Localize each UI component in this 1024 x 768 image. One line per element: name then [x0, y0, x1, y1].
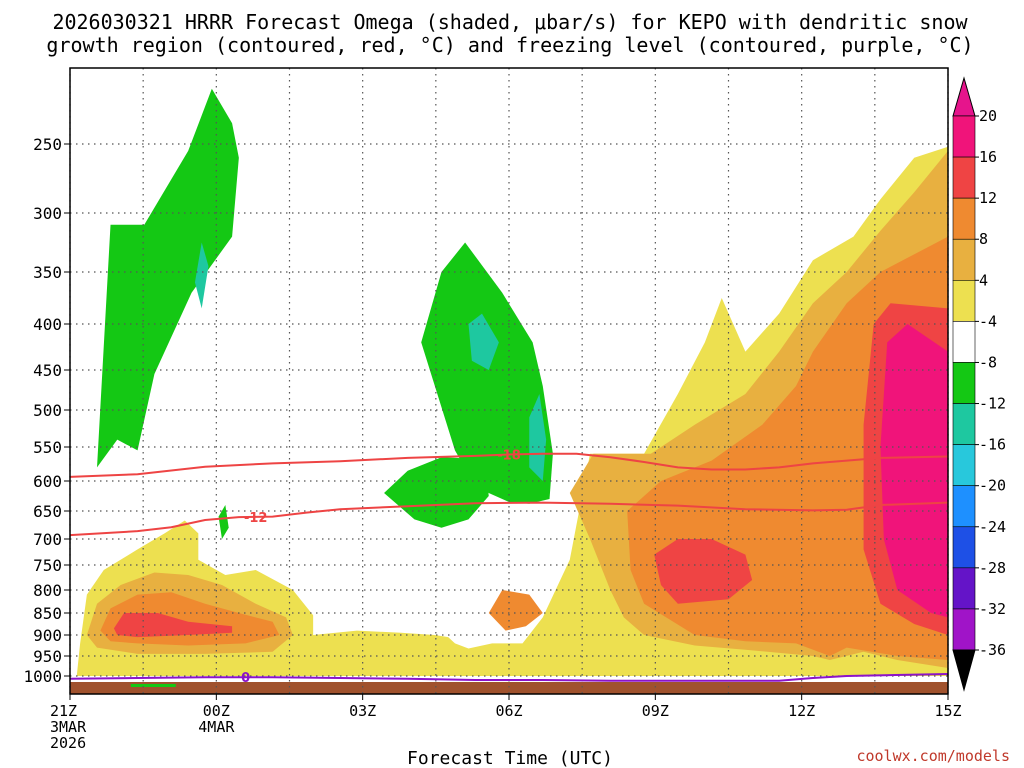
colorbar-bin-3: [952, 238, 976, 281]
ytick-label-950: 950: [33, 647, 62, 666]
colorbar-top-arrow: [952, 76, 976, 117]
chart-title-line-1: 2026030321 HRRR Forecast Omega (shaded, …: [52, 10, 968, 34]
omega-shading: [76, 88, 948, 676]
terrain-strip: [70, 682, 948, 694]
ytick-label-450: 450: [33, 361, 62, 380]
ytick-label-550: 550: [33, 438, 62, 457]
ytick-label-300: 300: [33, 204, 62, 223]
xtick-label-1-0: 00Z: [203, 702, 230, 720]
colorbar-bin-7: [952, 403, 976, 445]
omega-region-10: [113, 613, 233, 638]
xtick-label-6-0: 15Z: [934, 702, 961, 720]
contour-lines: -18 -12 0: [69, 448, 949, 686]
ytick-label-350: 350: [33, 263, 62, 282]
xtick-label-0-0: 21Z: [50, 702, 77, 720]
dgz-contour-minus18-line: [69, 452, 949, 478]
omega-region-6: [218, 505, 229, 539]
colorbar-label-10: -24: [979, 518, 1006, 536]
xtick-label-3-0: 06Z: [495, 702, 522, 720]
ytick-label-650: 650: [33, 502, 62, 521]
dgz-contour-minus12-label: -12: [244, 511, 268, 526]
ytick-label-900: 900: [33, 626, 62, 645]
omega-region-5: [529, 394, 547, 481]
credit-text: coolwx.com/models: [856, 747, 1010, 765]
chart-title-line-2: growth region (contoured, red, °C) and f…: [46, 33, 973, 57]
colorbar-label-7: -12: [979, 395, 1006, 413]
colorbar-bin-9: [952, 485, 976, 528]
freezing-level-contour-line: [69, 673, 949, 682]
terrain-bar: [70, 682, 948, 694]
omega-region-15: [765, 575, 807, 609]
colorbar-label-5: -4: [979, 312, 997, 330]
ytick-label-700: 700: [33, 530, 62, 549]
colorbar-label-6: -8: [979, 353, 997, 371]
colorbar-bin-0: [952, 115, 976, 158]
dgz-contour-minus12-line: [69, 501, 949, 537]
colorbar-bin-12: [952, 608, 976, 651]
pressure-axis: 250 300 350 400 450 500 550 600 650 700 750 800 850 9…: [23, 135, 70, 686]
omega-region-14: [654, 539, 753, 604]
colorbar-label-4: 4: [979, 271, 988, 289]
colorbar-label-0: 20: [979, 107, 997, 125]
xtick-label-5-0: 12Z: [788, 702, 815, 720]
colorbar-bin-8: [952, 444, 976, 486]
colorbar-bin-6: [952, 362, 976, 404]
omega-region-3: [384, 457, 489, 528]
ytick-label-600: 600: [33, 472, 62, 491]
omega-region-2: [421, 242, 553, 504]
ytick-label-800: 800: [33, 581, 62, 600]
colorbar-bin-2: [952, 197, 976, 240]
ytick-label-500: 500: [33, 401, 62, 420]
ytick-label-850: 850: [33, 604, 62, 623]
colorbar: 20 16 12 8 4 -4 -8 -12 -16 -20 -24 -28 -32 -36: [952, 76, 1006, 692]
ytick-label-750: 750: [33, 556, 62, 575]
freezing-level-contour-label: 0: [241, 671, 250, 686]
xtick-label-0-1: 3MAR: [50, 718, 87, 736]
colorbar-label-9: -20: [979, 477, 1006, 495]
omega-region-17: [880, 324, 948, 618]
dgz-contour-minus18-label: -18: [497, 448, 521, 463]
colorbar-bin-4: [952, 280, 976, 322]
omega-region-16: [488, 590, 543, 631]
colorbar-label-12: -32: [979, 600, 1006, 618]
colorbar-bin-11: [952, 567, 976, 610]
xtick-label-1-1: 4MAR: [198, 718, 235, 736]
omega-region-4: [468, 313, 499, 370]
omega-region-1: [194, 242, 209, 309]
ytick-label-400: 400: [33, 315, 62, 334]
xtick-label-2-0: 03Z: [349, 702, 376, 720]
colorbar-bottom-arrow: [952, 649, 976, 692]
colorbar-label-8: -16: [979, 436, 1006, 454]
colorbar-label-3: 8: [979, 230, 988, 248]
colorbar-bin-1: [952, 156, 976, 199]
terrain-green-patch: [130, 684, 176, 687]
colorbar-label-1: 16: [979, 148, 997, 166]
colorbar-bin-5: [952, 321, 976, 363]
omega-region-0: [97, 88, 239, 468]
colorbar-label-2: 12: [979, 189, 997, 207]
colorbar-label-11: -28: [979, 559, 1006, 577]
ytick-label-250: 250: [33, 135, 62, 154]
xtick-label-4-0: 09Z: [642, 702, 669, 720]
colorbar-bin-10: [952, 526, 976, 569]
colorbar-label-13: -36: [979, 641, 1006, 659]
xtick-label-0-2: 2026: [50, 734, 86, 752]
ytick-label-1000: 1000: [23, 667, 62, 686]
x-axis-label: Forecast Time (UTC): [407, 748, 613, 768]
